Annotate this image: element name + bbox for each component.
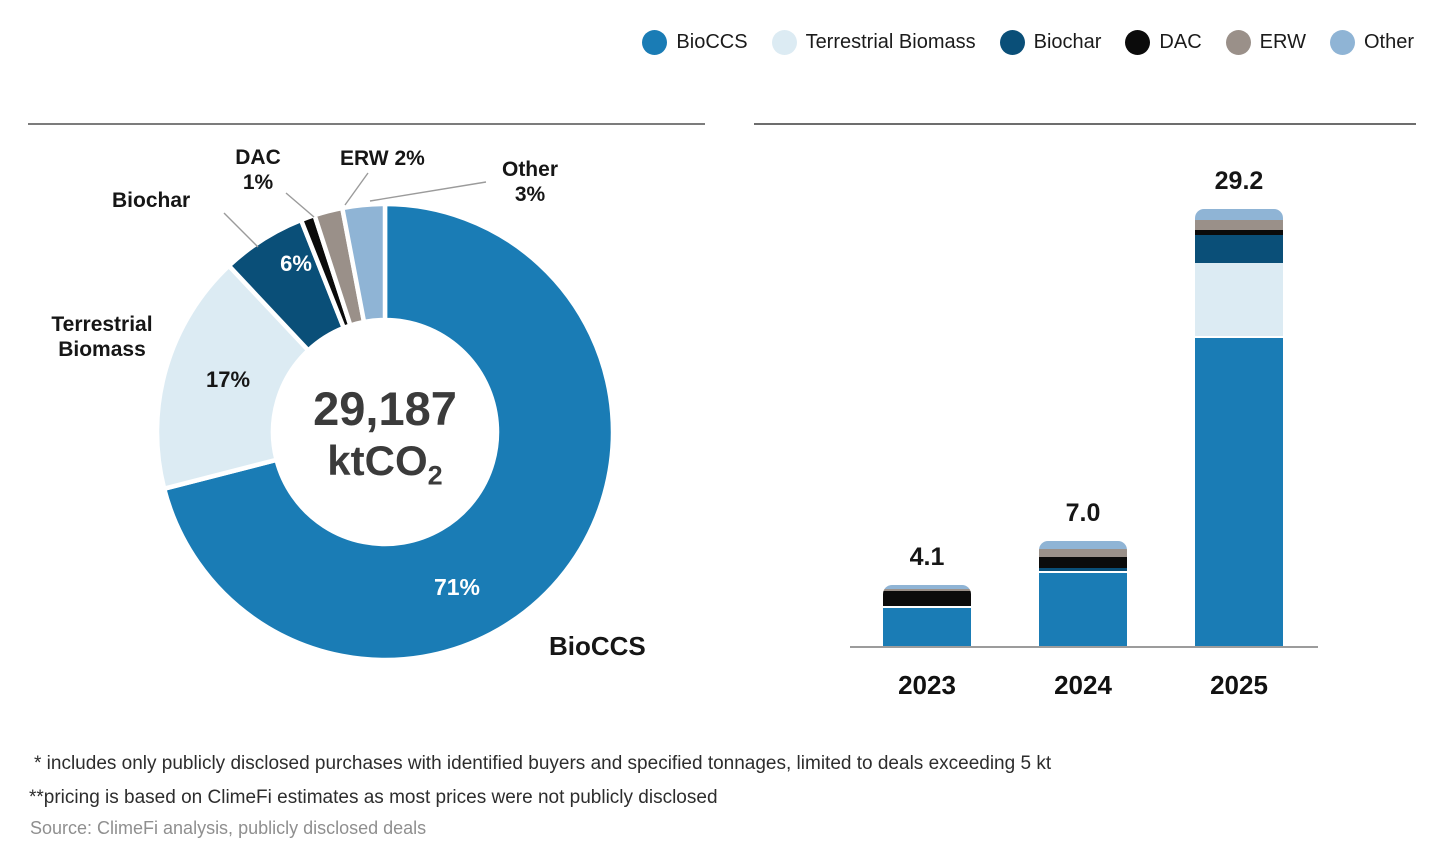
x-axis-label-2024: 2024 [1054, 670, 1112, 700]
terrestrial-biomass-callout-label: Terrestrial Biomass [51, 313, 153, 361]
footnote-2: **pricing is based on ClimeFi estimates … [29, 787, 718, 808]
donut-center-value: 29,187 [313, 382, 457, 435]
legend-label-terrestrial-biomass: Terrestrial Biomass [805, 31, 976, 53]
dac-callout-label: DAC 1% [208, 146, 308, 196]
bar-segment-2025-other [1195, 209, 1283, 220]
bar-segment-2024-other [1039, 541, 1127, 549]
bar-segment-2025-terrestrial-biomass [1195, 263, 1283, 336]
bar-2024 [1039, 541, 1127, 646]
donut-slice-bioccs [161, 201, 616, 663]
erw-callout-name: ERW [340, 147, 389, 170]
legend-label-biochar: Biochar [1033, 31, 1102, 53]
legend-label-erw: ERW [1259, 31, 1306, 53]
legend-item-terrestrial-biomass: Terrestrial Biomass [771, 30, 976, 55]
legend-dot-erw [1225, 30, 1251, 55]
dac-callout-name: DAC [235, 146, 281, 169]
x-axis-label-2025: 2025 [1210, 670, 1268, 700]
legend-item-bioccs: BioCCS [642, 30, 748, 55]
dac-callout-line [285, 192, 315, 218]
erw-callout-pct: 2% [394, 147, 425, 170]
biochar-callout-line [223, 212, 259, 248]
bar-segment-2024-bioccs [1039, 570, 1127, 646]
footnote-1: * includes only publicly disclosed purch… [34, 753, 1052, 774]
bioccs-pct-label: 71% [433, 574, 481, 600]
legend-dot-dac [1125, 30, 1151, 55]
legend-dot-bioccs [642, 30, 668, 55]
donut-slice-terrestrial-biomass [154, 262, 312, 492]
bar-segment-2024-erw [1039, 548, 1127, 558]
donut-slices [154, 201, 616, 663]
legend-item-erw: ERW [1225, 30, 1306, 55]
donut-chart [154, 172, 616, 663]
legend-label-other: Other [1363, 31, 1414, 53]
bar-segment-2025-bioccs [1195, 335, 1283, 646]
legend-dot-terrestrial-biomass [771, 30, 797, 55]
bar-panel: 4.1 2023 7.0 2024 29.2 2025 [754, 123, 1416, 700]
bar-segment-2023-dac [883, 591, 971, 606]
legend-item-biochar: Biochar [999, 30, 1102, 55]
donut-center-unit-sub: 2 [427, 460, 443, 491]
bar-value-label-2025: 29.2 [1214, 167, 1264, 196]
x-axis-label-2023: 2023 [898, 670, 956, 700]
legend-label-dac: DAC [1159, 31, 1202, 53]
bar-segment-2023-bioccs [883, 605, 971, 646]
legend-dot-biochar [999, 30, 1025, 55]
source-note: Source: ClimeFi analysis, publicly discl… [30, 818, 427, 838]
bar-2023 [883, 584, 971, 646]
biochar-callout-label: Biochar [112, 189, 191, 212]
other-callout-pct: 3% [514, 182, 546, 206]
erw-callout-line [344, 172, 369, 206]
bar-segment-2024-biochar [1039, 567, 1127, 571]
bar-segment-2025-erw [1195, 219, 1283, 231]
bar-segment-2025-dac [1195, 230, 1283, 235]
legend-item-other: Other [1329, 30, 1414, 55]
bar-segment-2025-biochar [1195, 234, 1283, 263]
other-callout-line [369, 181, 487, 202]
legend-item-dac: DAC [1125, 30, 1202, 55]
legend: BioCCS Terrestrial Biomass Biochar DAC ERW Ot… [642, 30, 1414, 55]
bar-2025 [1195, 209, 1283, 646]
donut-center-label: 29,187 ktCO2 [245, 383, 525, 493]
other-callout-name: Other [501, 158, 558, 181]
callout-lines [223, 172, 487, 248]
bar-value-label-2024: 7.0 [1065, 499, 1101, 528]
donut-slice-other [339, 201, 388, 325]
other-callout-label: Other 3% [480, 158, 580, 208]
bar-value-label-2023: 4.1 [909, 542, 945, 571]
bar-segment-2024-dac [1039, 557, 1127, 568]
biochar-pct-label: 6% [280, 251, 312, 276]
terrestrial-pct-label: 17% [205, 367, 251, 392]
erw-callout-label: ERW 2% [340, 147, 425, 172]
bar-segment-2023-other [883, 584, 971, 590]
dac-callout-pct: 1% [242, 170, 274, 194]
donut-center-unit: ktCO2 [245, 435, 525, 493]
donut-center-unit-base: ktCO [327, 436, 428, 484]
donut-panel: Biochar DAC 1% ERW 2% Other 3% Terrestri… [28, 123, 705, 697]
legend-label-bioccs: BioCCS [676, 31, 748, 53]
bar-segment-2023-erw [883, 589, 971, 592]
legend-dot-other [1329, 30, 1355, 55]
x-axis-line [850, 646, 1318, 648]
bioccs-callout-label: BioCCS [549, 631, 646, 661]
